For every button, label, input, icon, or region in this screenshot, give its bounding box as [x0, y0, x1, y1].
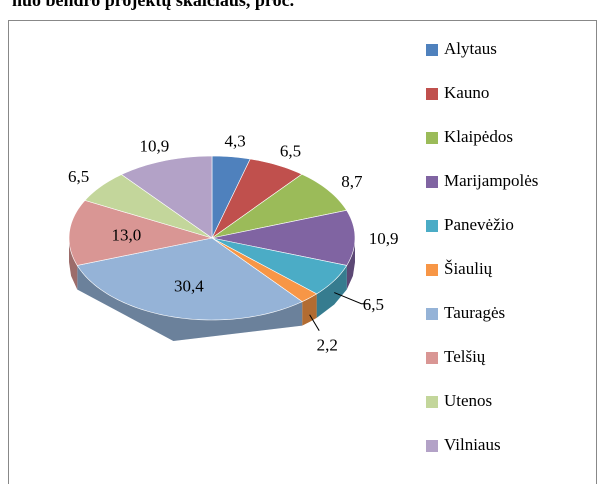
legend-label: Klaipėdos — [444, 127, 513, 146]
legend-label: Alytaus — [444, 39, 497, 58]
data-label: 10,9 — [139, 136, 169, 155]
pie-slice — [211, 155, 251, 239]
pie-side — [69, 238, 78, 290]
legend: Alytaus Kauno Klaipėdos Marijampolės Panevėž… — [426, 39, 538, 454]
data-label: 8,7 — [341, 172, 363, 191]
pie-slice — [211, 158, 303, 239]
legend-swatch — [426, 396, 438, 408]
data-label: 6,5 — [280, 141, 301, 160]
data-label: 13,0 — [112, 226, 142, 245]
pie-side — [316, 265, 347, 318]
pie: 4,3 6,5 8,7 10,9 6,5 2,2 30,4 13,0 6,5 10,9 — [68, 131, 398, 354]
legend-swatch — [426, 308, 438, 320]
legend-label: Utenos — [444, 391, 492, 410]
pie-slice — [76, 237, 303, 321]
pie-slice — [211, 237, 318, 302]
pie-side-shade — [316, 265, 347, 318]
legend-label: Panevėžio — [444, 215, 514, 234]
pie-slice — [120, 155, 213, 239]
pie-slice — [211, 237, 348, 295]
pie-side — [346, 238, 355, 290]
legend-label: Vilniaus — [444, 435, 501, 454]
data-label: 4,3 — [225, 131, 246, 150]
pie-side-shade — [346, 238, 355, 290]
legend-swatch — [426, 352, 438, 364]
legend-swatch — [426, 132, 438, 144]
legend-label: Šiaulių — [444, 259, 493, 278]
pie-side-shade — [69, 238, 78, 290]
legend-swatch — [426, 176, 438, 188]
legend-swatch — [426, 44, 438, 56]
pie-slice — [211, 209, 356, 266]
data-label: 30,4 — [174, 276, 204, 295]
pie-side — [77, 265, 303, 341]
pie-side-shade — [302, 293, 317, 326]
leader-line — [334, 292, 370, 305]
data-label: 6,5 — [68, 167, 89, 186]
pie-slice — [84, 174, 213, 239]
leader-line — [309, 314, 320, 331]
legend-label: Kauno — [444, 83, 489, 102]
data-label: 10,9 — [369, 229, 399, 248]
pie-slice — [68, 200, 213, 266]
data-label: 2,2 — [317, 336, 338, 355]
pie-side — [302, 293, 317, 326]
legend-label: Marijampolės — [444, 171, 538, 190]
chart-title: nuo bendro projektų skaičiaus, proc. — [12, 0, 294, 10]
legend-label: Tauragės — [444, 303, 505, 322]
data-label: 6,5 — [363, 295, 384, 314]
legend-swatch — [426, 440, 438, 452]
legend-swatch — [426, 88, 438, 100]
pie-slice — [211, 173, 348, 239]
legend-swatch — [426, 220, 438, 232]
legend-swatch — [426, 264, 438, 276]
legend-label: Telšių — [444, 347, 486, 366]
pie-side-shade — [77, 265, 303, 341]
